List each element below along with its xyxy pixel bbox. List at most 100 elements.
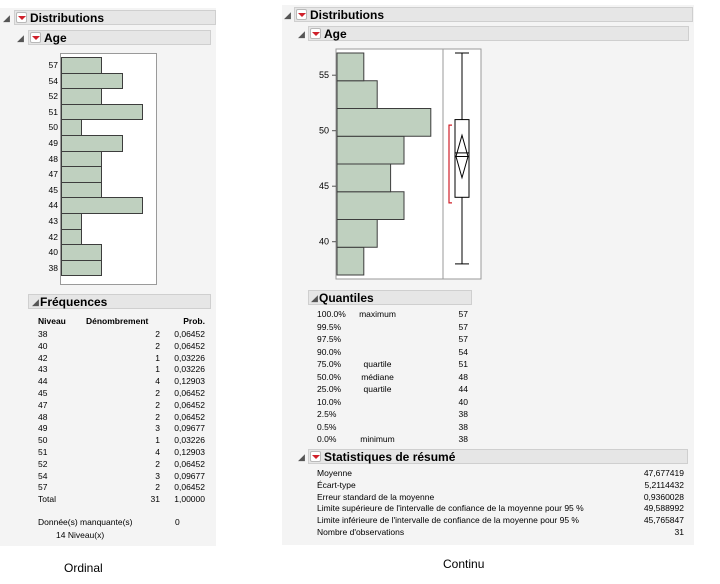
left-histogram-tick-label: 52 (48, 91, 58, 102)
freq-prob-cell: 0,06452 (174, 399, 205, 410)
left-histogram-tick-label: 44 (48, 200, 58, 211)
right-age-disclosure-icon[interactable]: ◢ (298, 29, 305, 39)
freq-levels-label: 14 Niveau(x) (56, 530, 105, 540)
freq-prob-cell: 0,06452 (174, 482, 205, 493)
frequences-title: Fréquences (40, 295, 108, 309)
freq-missing-label: Donnée(s) manquante(s) (38, 517, 133, 527)
left-histogram-tick-label: 40 (48, 247, 58, 258)
quantile-percent-cell: 99.5% (317, 321, 342, 332)
freq-prob-cell: 0,09677 (174, 470, 205, 481)
quantile-value-cell: 57 (458, 334, 468, 344)
quantiles-disclosure-icon[interactable]: ◢ (311, 293, 318, 303)
left-histogram-bar (61, 88, 102, 105)
frequences-header[interactable]: ◢ Fréquences (28, 294, 211, 309)
left-histogram-bar (61, 213, 82, 230)
quantile-percent-cell: 25.0% (317, 384, 342, 394)
left-histogram-bar (61, 244, 102, 261)
axis-tick-label: 45 (319, 181, 329, 191)
left-age-disclosure-icon[interactable]: ◢ (17, 33, 24, 43)
left-disclosure-icon[interactable]: ◢ (3, 13, 10, 23)
left-red-triangle-menu-icon[interactable] (16, 12, 27, 23)
left-histogram-bar (61, 166, 102, 183)
boxplot-shortest-half-bracket (448, 124, 452, 204)
left-distributions-title: Distributions (30, 11, 104, 25)
left-histogram-tick-label: 54 (48, 75, 58, 86)
freq-level-cell: Total (38, 494, 56, 505)
left-distributions-header[interactable]: ◢ Distributions (3, 10, 216, 25)
freq-count-cell: 4 (155, 376, 160, 387)
right-age-header[interactable]: ◢ Age (298, 26, 689, 41)
summary-stat-value: 49,588992 (643, 503, 684, 514)
right-distributions-header[interactable]: ◢ Distributions (284, 7, 693, 22)
freq-count-cell: 1 (155, 364, 160, 375)
left-histogram-bar (61, 57, 102, 74)
left-histogram-bar (61, 119, 82, 136)
freq-prob-cell: 0,06452 (174, 329, 205, 339)
quantile-percent-cell: 0.0% (317, 434, 337, 444)
left-histogram-tick-label: 43 (48, 216, 58, 226)
summary-stat-value: 5,2114432 (644, 479, 684, 490)
freq-prob-cell: 0,06452 (174, 388, 205, 398)
summary-disclosure-icon[interactable]: ◢ (298, 452, 305, 462)
left-histogram-tick-label: 57 (48, 60, 58, 70)
freq-col-level: Niveau (38, 316, 66, 326)
summary-stat-label: Limite inférieure de l'intervalle de con… (317, 515, 579, 526)
summary-title: Statistiques de résumé (324, 450, 456, 464)
right-age-red-triangle-menu-icon[interactable] (310, 28, 321, 39)
histogram-bar (336, 135, 405, 165)
summary-header[interactable]: ◢ Statistiques de résumé (298, 449, 688, 464)
freq-count-cell: 2 (155, 411, 160, 422)
right-disclosure-icon[interactable]: ◢ (284, 10, 291, 20)
freq-col-prob: Prob. (183, 316, 205, 326)
left-histogram-bar (61, 228, 82, 246)
summary-red-triangle-menu-icon[interactable] (310, 451, 321, 462)
summary-stat-value: 47,677419 (643, 468, 684, 478)
quantile-value-cell: 38 (458, 409, 468, 419)
quantile-label-cell: minimum (360, 434, 395, 444)
left-age-header[interactable]: ◢ Age (17, 30, 211, 45)
left-histogram-tick-label: 38 (48, 262, 58, 273)
quantile-percent-cell: 90.0% (317, 346, 342, 357)
histogram-bar (336, 108, 432, 137)
freq-prob-cell: 0,06452 (174, 340, 205, 351)
quantile-value-cell: 57 (458, 321, 468, 332)
freq-prob-cell: 0,03226 (174, 364, 205, 375)
freq-level-cell: 51 (38, 447, 48, 457)
freq-count-cell: 2 (155, 399, 160, 410)
freq-level-cell: 40 (38, 340, 48, 351)
histogram-bar (336, 80, 378, 109)
left-histogram-tick-label: 42 (48, 231, 58, 242)
right-distributions-title: Distributions (310, 8, 384, 22)
quantile-label-cell: quartile (363, 359, 392, 369)
summary-stat-label: Moyenne (317, 468, 352, 478)
quantile-percent-cell: 50.0% (317, 371, 342, 382)
left-age-red-triangle-menu-icon[interactable] (30, 32, 41, 43)
left-histogram-bar (61, 259, 102, 277)
quantile-value-cell: 44 (458, 384, 468, 394)
summary-stat-label: Erreur standard de la moyenne (317, 491, 435, 502)
freq-count-cell: 1 (155, 435, 160, 446)
freq-level-cell: 48 (38, 411, 48, 422)
axis-tick-label: 55 (319, 70, 329, 80)
histogram-bar (336, 219, 378, 248)
freq-count-cell: 3 (155, 470, 160, 481)
right-chart: 55 50 45 40 (319, 48, 482, 280)
quantiles-header[interactable]: ◢ Quantiles (308, 290, 472, 305)
histogram-bar (336, 163, 392, 193)
freq-level-cell: 54 (38, 470, 48, 481)
frequences-disclosure-icon[interactable]: ◢ (32, 297, 39, 307)
freq-count-cell: 2 (155, 388, 160, 398)
freq-level-cell: 47 (38, 399, 48, 410)
axis-tick-label: 50 (319, 126, 329, 136)
freq-prob-cell: 0,06452 (174, 458, 205, 469)
freq-prob-cell: 0,03226 (174, 352, 205, 363)
quantile-value-cell: 38 (458, 434, 468, 444)
freq-prob-cell: 0,03226 (174, 435, 205, 446)
freq-level-cell: 49 (38, 423, 48, 434)
left-histogram-bar (61, 181, 102, 199)
boxplot-box (454, 119, 470, 198)
right-red-triangle-menu-icon[interactable] (296, 9, 307, 20)
freq-prob-cell: 0,09677 (174, 423, 205, 434)
quantile-value-cell: 51 (458, 359, 468, 369)
quantiles-title: Quantiles (319, 291, 374, 305)
